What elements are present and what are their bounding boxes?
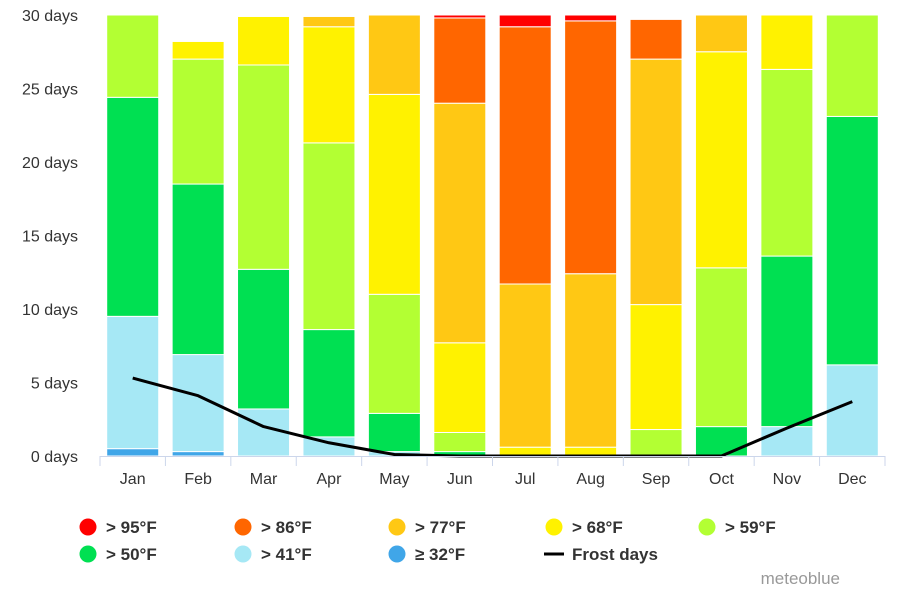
bar-segment[interactable] — [367, 14, 421, 95]
bar-segment[interactable] — [433, 17, 487, 104]
y-tick-label: 15 days — [22, 229, 78, 246]
bar-segment[interactable] — [825, 14, 879, 117]
legend-symbol — [79, 545, 97, 563]
bar-segment[interactable] — [433, 342, 487, 433]
x-tick-label: Nov — [773, 471, 801, 488]
bar-segment[interactable] — [433, 14, 487, 19]
bar-segment[interactable] — [171, 451, 225, 457]
x-tick-label: Apr — [317, 471, 343, 488]
credit-label[interactable]: meteoblue — [761, 569, 840, 588]
legend-symbol — [234, 545, 252, 563]
legend-item[interactable]: Frost days — [544, 545, 658, 564]
legend-label: > 41°F — [261, 545, 312, 564]
legend-label: > 68°F — [572, 518, 623, 537]
bar-segment[interactable] — [760, 426, 814, 457]
legend-label: > 77°F — [415, 518, 466, 537]
bar-segment[interactable] — [237, 15, 291, 66]
bar-segment[interactable] — [171, 183, 225, 356]
bar-segment[interactable] — [694, 426, 748, 457]
x-tick-label: Oct — [709, 471, 734, 488]
legend-item[interactable]: ≥ 32°F — [388, 545, 466, 564]
bar-segment[interactable] — [564, 273, 618, 448]
bar-segment[interactable] — [760, 68, 814, 257]
bar-segment[interactable] — [302, 329, 356, 438]
bar-segment[interactable] — [564, 20, 618, 275]
legend-label: > 95°F — [106, 518, 157, 537]
legend-item[interactable]: > 59°F — [698, 518, 776, 537]
bar-segment[interactable] — [498, 14, 552, 28]
bar-segment[interactable] — [106, 448, 160, 457]
legend-symbol — [545, 518, 563, 536]
bar-segment[interactable] — [629, 429, 683, 457]
legend-label: ≥ 32°F — [415, 545, 465, 564]
x-tick-label: Aug — [576, 471, 604, 488]
bar-segment[interactable] — [237, 268, 291, 410]
x-tick-label: Jul — [515, 471, 535, 488]
y-axis: 0 days 5 days 10 days 15 days 20 days 25 days… — [22, 8, 78, 466]
x-axis: Jan Feb Mar Apr May Jun Jul Aug Sep Oct Nov Dec — [99, 456, 886, 488]
bar-segment[interactable] — [694, 51, 748, 269]
x-tick-label: Jan — [120, 471, 146, 488]
bar-segment[interactable] — [171, 40, 225, 60]
legend-item[interactable]: > 68°F — [545, 518, 623, 537]
legend-item[interactable]: > 50°F — [79, 545, 157, 564]
bar-segment[interactable] — [825, 115, 879, 366]
y-tick-label: 25 days — [22, 82, 78, 99]
bar-segment[interactable] — [760, 255, 814, 428]
x-tick-label: Sep — [642, 471, 671, 488]
bar-segment[interactable] — [302, 142, 356, 331]
bar-segment[interactable] — [237, 64, 291, 270]
bar-segment[interactable] — [629, 304, 683, 431]
y-tick-label: 20 days — [22, 155, 78, 172]
bar-segment[interactable] — [171, 58, 225, 185]
bar-segment[interactable] — [694, 267, 748, 428]
bar-segment[interactable] — [433, 102, 487, 344]
bar-segment[interactable] — [367, 412, 421, 453]
legend-item[interactable]: > 86°F — [234, 518, 312, 537]
legend-label: > 86°F — [261, 518, 312, 537]
legend-item[interactable]: > 77°F — [388, 518, 466, 537]
bar-segment[interactable] — [498, 26, 552, 285]
bar-segment[interactable] — [760, 14, 814, 70]
bar-segment[interactable] — [367, 93, 421, 295]
legend-symbol — [388, 518, 406, 536]
bars — [106, 14, 879, 457]
y-tick-label: 5 days — [31, 376, 78, 393]
legend-symbol — [388, 545, 406, 563]
x-tick-label: Jun — [447, 471, 473, 488]
legend-symbol — [698, 518, 716, 536]
bar-segment[interactable] — [106, 96, 160, 317]
y-tick-label: 10 days — [22, 302, 78, 319]
bar-segment[interactable] — [694, 14, 748, 53]
y-tick-label: 0 days — [31, 449, 78, 466]
x-tick-label: Dec — [838, 471, 866, 488]
bar-segment[interactable] — [367, 293, 421, 414]
legend-label: Frost days — [572, 545, 658, 564]
legend-item[interactable]: > 41°F — [234, 545, 312, 564]
bar-segment[interactable] — [302, 15, 356, 28]
x-tick-label: Feb — [184, 471, 212, 488]
bar-segment[interactable] — [629, 58, 683, 306]
bar-segment[interactable] — [433, 431, 487, 453]
x-tick-label: May — [379, 471, 409, 488]
bar-segment[interactable] — [302, 26, 356, 144]
bar-segment[interactable] — [629, 18, 683, 60]
legend-label: > 59°F — [725, 518, 776, 537]
bar-segment[interactable] — [498, 283, 552, 448]
legend-symbol — [234, 518, 252, 536]
legend: > 95°F > 86°F > 77°F > 68°F > 59°F > 50°F > 41… — [79, 518, 776, 564]
bar-segment[interactable] — [825, 364, 879, 457]
bar-segment[interactable] — [106, 14, 160, 98]
x-tick-label: Mar — [250, 471, 278, 488]
legend-symbol — [79, 518, 97, 536]
y-tick-label: 30 days — [22, 8, 78, 25]
legend-label: > 50°F — [106, 545, 157, 564]
bar-segment[interactable] — [564, 14, 618, 22]
legend-item[interactable]: > 95°F — [79, 518, 157, 537]
